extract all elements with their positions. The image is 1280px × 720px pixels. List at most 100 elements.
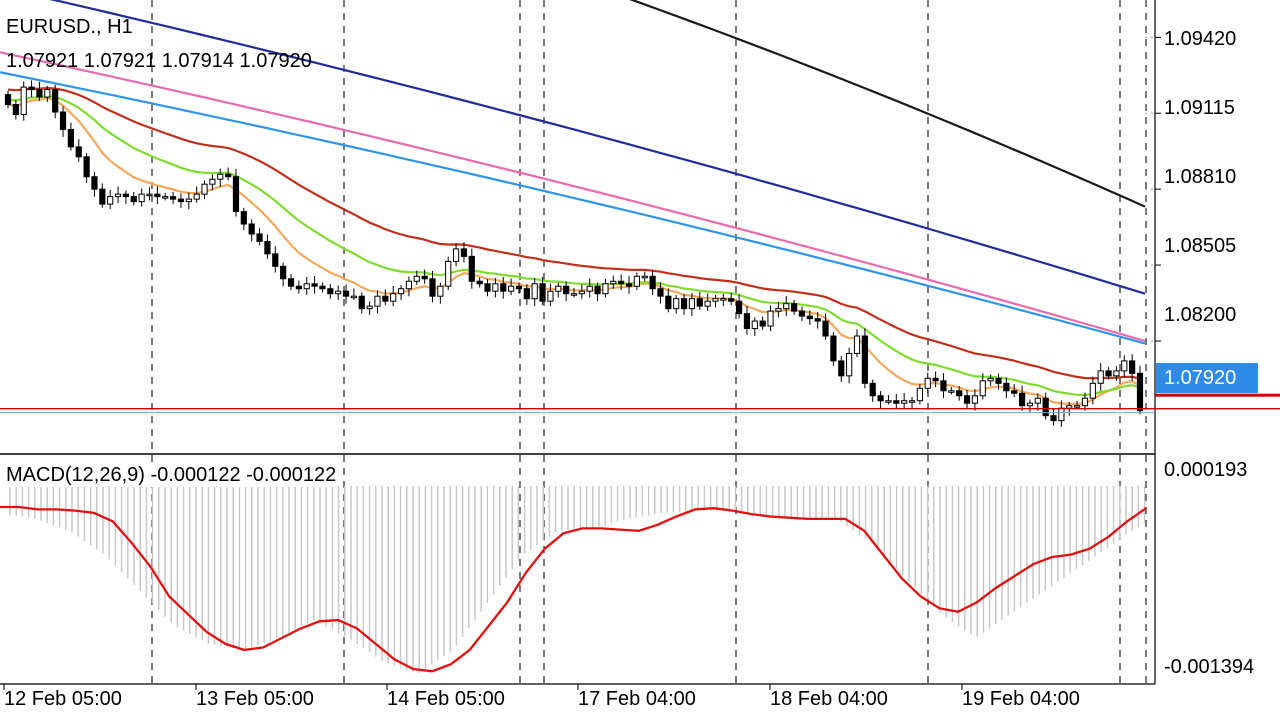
macd-axis-min-label: -0.001394	[1164, 656, 1255, 678]
macd-axis-max-label: 0.000193	[1164, 459, 1248, 481]
bull-candle	[633, 275, 640, 287]
bull-candle	[350, 295, 357, 299]
price-axis-label: 1.08505	[1164, 235, 1237, 257]
bear-candle	[869, 382, 876, 397]
bear-candle	[177, 198, 185, 203]
time-axis-label: 13 Feb 05:00	[196, 688, 314, 710]
bull-candle	[185, 198, 192, 203]
bear-candle	[563, 285, 570, 295]
bear-candle	[280, 265, 287, 280]
moving-average-line	[49, 0, 1146, 295]
bear-candle	[877, 395, 884, 402]
bear-candle	[830, 335, 837, 362]
bull-candle	[107, 196, 114, 205]
bull-candle	[452, 248, 460, 262]
bull-candle	[1121, 360, 1128, 372]
bull-candle	[971, 395, 979, 404]
bull-candle	[1066, 405, 1073, 409]
bear-candle	[1129, 360, 1136, 374]
ohlc-readout: 1.07921 1.07921 1.07914 1.07920	[6, 50, 312, 72]
time-axis-label: 14 Feb 05:00	[387, 688, 505, 710]
bear-candle	[1050, 415, 1057, 422]
bear-candle	[822, 320, 829, 337]
bull-candle	[374, 295, 381, 307]
bear-candle	[319, 285, 326, 290]
moving-average-line	[7, 96, 1141, 406]
bear-candle	[295, 285, 302, 290]
bull-candle	[901, 400, 908, 404]
bull-candle	[437, 285, 444, 297]
macd-signal-line	[0, 505, 1147, 673]
bull-candle	[924, 377, 931, 389]
moving-average-line	[7, 86, 1141, 380]
bear-candle	[248, 223, 255, 235]
bear-candle	[798, 310, 806, 317]
price-axis-label: 1.08200	[1164, 304, 1237, 326]
bear-candle	[806, 315, 813, 320]
bear-candle	[232, 176, 240, 213]
bear-candle	[743, 313, 751, 330]
bull-candle	[1097, 370, 1104, 384]
price-axis-label: 1.09420	[1164, 28, 1237, 50]
bull-candle	[720, 298, 727, 301]
bull-candle	[508, 285, 515, 292]
bear-candle	[523, 288, 530, 300]
bear-candle	[680, 298, 688, 310]
bull-candle	[751, 320, 758, 330]
bear-candle	[91, 176, 98, 190]
bull-candle	[405, 280, 413, 290]
bear-candle	[594, 285, 601, 295]
bull-candle	[20, 86, 27, 115]
bull-candle	[783, 303, 790, 310]
bull-candle	[948, 390, 955, 393]
bear-candle	[67, 128, 74, 148]
bear-candle	[421, 275, 428, 280]
bull-candle	[908, 400, 916, 403]
bear-candle	[476, 280, 483, 285]
bull-candle	[397, 288, 405, 295]
bear-candle	[1011, 390, 1018, 394]
bull-candle	[641, 275, 648, 279]
bull-candle	[570, 293, 578, 296]
bear-candle	[1018, 392, 1026, 407]
bull-candle	[492, 283, 499, 292]
bear-candle	[272, 253, 279, 267]
bull-candle	[602, 283, 609, 295]
bull-candle	[201, 183, 208, 195]
price-axis-label: 1.08810	[1164, 166, 1237, 188]
bull-candle	[987, 377, 994, 382]
moving-average-line	[629, 0, 1146, 208]
bear-candle	[154, 193, 161, 198]
bear-candle	[728, 298, 735, 302]
bear-candle	[1003, 382, 1010, 392]
current-price-tag: 1.07920	[1156, 363, 1258, 393]
bull-candle	[390, 293, 397, 302]
bear-candle	[240, 211, 247, 225]
bull-candle	[555, 285, 562, 292]
bear-candle	[735, 300, 743, 315]
bear-candle	[657, 288, 664, 297]
bull-candle	[303, 283, 310, 290]
bear-candle	[963, 395, 971, 404]
bear-candle	[940, 380, 947, 392]
bear-candle	[932, 377, 939, 382]
bear-candle	[256, 233, 263, 242]
bear-candle	[468, 255, 475, 282]
bull-candle	[531, 283, 538, 300]
moving-average-line	[7, 94, 1141, 397]
bear-candle	[59, 111, 67, 130]
bull-candle	[775, 308, 782, 312]
bear-candle	[838, 360, 845, 377]
bear-candle	[625, 283, 633, 287]
bear-candle	[618, 280, 625, 285]
bear-candle	[52, 89, 59, 113]
bear-candle	[264, 240, 271, 255]
bear-candle	[75, 146, 82, 158]
bull-candle	[846, 352, 853, 377]
bull-candle	[1081, 397, 1089, 407]
bull-candle	[712, 298, 719, 302]
bull-candle	[1034, 397, 1041, 404]
bear-candle	[358, 295, 365, 310]
bull-candle	[853, 335, 861, 354]
